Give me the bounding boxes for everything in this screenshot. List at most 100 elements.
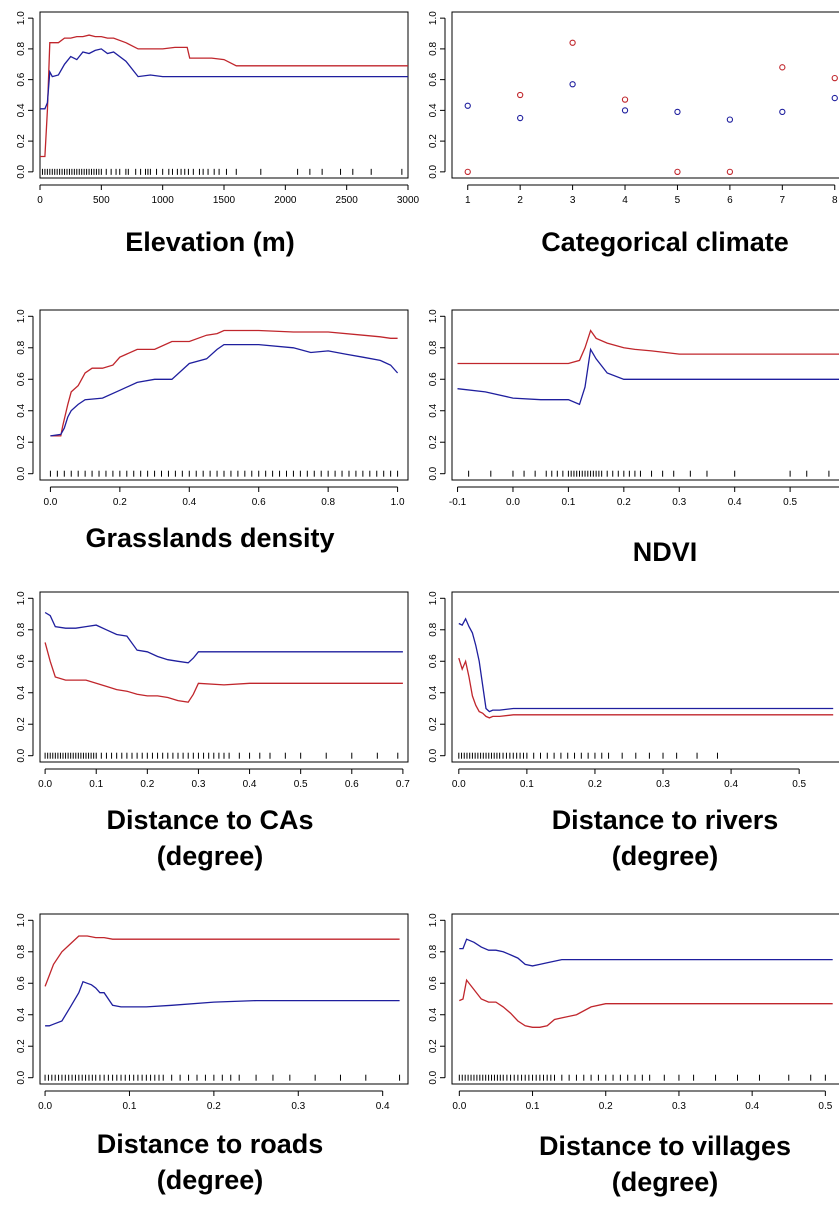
data-point-blue <box>727 117 732 122</box>
x-tick-label: 1000 <box>152 195 175 206</box>
x-tick-label: 0.3 <box>191 779 205 790</box>
y-tick-label: 0.4 <box>16 403 27 417</box>
y-tick-label: 0.2 <box>16 717 27 731</box>
x-tick-label: 0.5 <box>818 1101 832 1112</box>
axis-caption-line: Grasslands density <box>60 520 360 556</box>
y-tick-label: 0.8 <box>428 944 439 958</box>
axis-caption: Distance to rivers(degree) <box>500 802 830 874</box>
y-tick-label: 0.6 <box>428 654 439 668</box>
x-tick-label: 0.0 <box>506 497 520 508</box>
x-tick-label: 1 <box>465 195 471 206</box>
axis-caption: Elevation (m) <box>60 224 360 260</box>
y-tick-label: 0.0 <box>16 164 27 178</box>
y-tick-label: 0.6 <box>16 372 27 386</box>
data-point-blue <box>622 108 627 113</box>
x-tick-label: 2000 <box>274 195 297 206</box>
axis-caption-line: Elevation (m) <box>60 224 360 260</box>
series-line-blue <box>45 613 403 663</box>
x-tick-label: 3 <box>570 195 576 206</box>
y-tick-label: 0.0 <box>428 466 439 480</box>
x-tick-label: 0.2 <box>113 497 127 508</box>
series-line-red <box>40 35 408 156</box>
data-point-red <box>518 92 523 97</box>
x-tick-label: 0.2 <box>588 779 602 790</box>
x-tick-label: 0.7 <box>396 779 410 790</box>
y-tick-label: 0.4 <box>16 685 27 699</box>
y-tick-label: 0.0 <box>428 748 439 762</box>
y-tick-label: 0.8 <box>428 622 439 636</box>
x-tick-label: 4 <box>622 195 628 206</box>
x-tick-label: 0.0 <box>452 1101 466 1112</box>
data-point-blue <box>570 82 575 87</box>
plot-frame <box>452 12 839 178</box>
y-tick-label: 0.0 <box>428 1070 439 1084</box>
y-tick-label: 1.0 <box>16 11 27 25</box>
y-tick-label: 0.6 <box>428 372 439 386</box>
axis-caption: Distance to CAs(degree) <box>60 802 360 874</box>
series-line-blue <box>459 939 832 966</box>
x-tick-label: 0.3 <box>291 1101 305 1112</box>
axis-caption-line: (degree) <box>60 1162 360 1198</box>
y-tick-label: 0.6 <box>16 976 27 990</box>
x-tick-label: 0.3 <box>672 497 686 508</box>
data-point-red <box>727 169 732 174</box>
y-tick-label: 0.6 <box>428 72 439 86</box>
data-point-blue <box>832 95 837 100</box>
series-line-blue <box>458 349 839 404</box>
x-tick-label: 2 <box>517 195 523 206</box>
y-tick-label: 0.2 <box>428 435 439 449</box>
x-tick-label: 0.3 <box>656 779 670 790</box>
y-tick-label: 1.0 <box>428 309 439 323</box>
x-tick-label: 0.4 <box>376 1101 390 1112</box>
y-tick-label: 0.4 <box>428 403 439 417</box>
y-tick-label: 0.2 <box>16 1039 27 1053</box>
y-tick-label: 0.4 <box>428 103 439 117</box>
x-tick-label: 0.6 <box>345 779 359 790</box>
series-line-blue <box>50 345 397 436</box>
x-tick-label: 0.0 <box>38 1101 52 1112</box>
y-tick-label: 0.8 <box>16 42 27 56</box>
axis-caption-line: (degree) <box>60 838 360 874</box>
data-point-red <box>780 65 785 70</box>
data-point-blue <box>780 109 785 114</box>
series-line-red <box>459 980 832 1027</box>
y-tick-label: 0.2 <box>428 717 439 731</box>
x-tick-label: 1500 <box>213 195 236 206</box>
x-tick-label: 500 <box>93 195 110 206</box>
x-tick-label: 3000 <box>397 195 420 206</box>
x-tick-label: 1.0 <box>391 497 405 508</box>
x-tick-label: 0.3 <box>672 1101 686 1112</box>
y-tick-label: 0.4 <box>428 1007 439 1021</box>
x-tick-label: 0.8 <box>321 497 335 508</box>
plot-frame <box>452 592 839 762</box>
y-tick-label: 0.2 <box>428 134 439 148</box>
x-tick-label: 6 <box>727 195 733 206</box>
y-tick-label: 0.8 <box>16 340 27 354</box>
x-tick-label: 0.2 <box>599 1101 613 1112</box>
axis-caption: Categorical climate <box>500 224 830 260</box>
x-tick-label: 8 <box>832 195 838 206</box>
x-tick-label: 0.4 <box>182 497 196 508</box>
x-tick-label: 2500 <box>336 195 359 206</box>
x-tick-label: 0.5 <box>294 779 308 790</box>
x-tick-label: 0.6 <box>252 497 266 508</box>
x-tick-label: 0.5 <box>792 779 806 790</box>
y-tick-label: 0.4 <box>16 1007 27 1021</box>
y-tick-label: 0.8 <box>428 340 439 354</box>
series-line-blue <box>45 982 400 1026</box>
x-tick-label: 0.2 <box>140 779 154 790</box>
y-tick-label: 1.0 <box>428 913 439 927</box>
data-point-blue <box>465 103 470 108</box>
y-tick-label: 1.0 <box>428 591 439 605</box>
series-line-red <box>50 331 397 436</box>
